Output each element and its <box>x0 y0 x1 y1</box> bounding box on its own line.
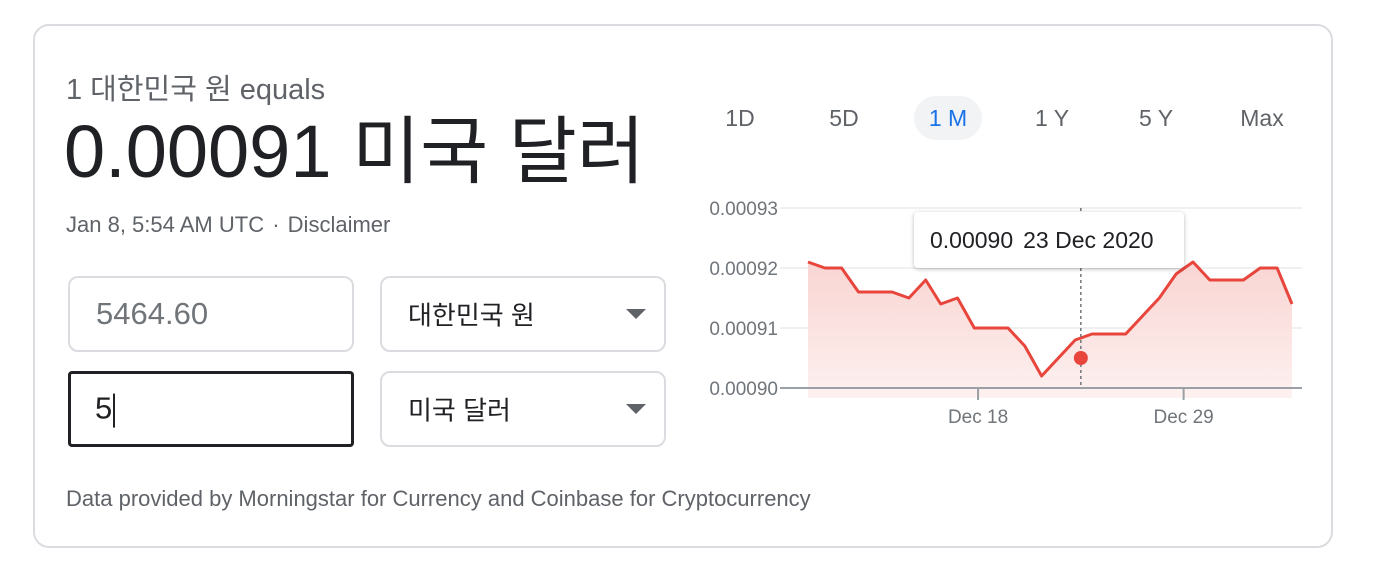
disclaimer-link[interactable]: Disclaimer <box>287 212 391 237</box>
separator: · <box>272 212 280 237</box>
y-tick-label: 0.00093 <box>709 199 778 220</box>
to-amount-value: 5 <box>95 390 116 428</box>
to-amount-input[interactable]: 5 <box>68 371 354 447</box>
to-currency-label: 미국 달러 <box>408 395 511 426</box>
range-tab-label: 1D <box>725 105 755 131</box>
to-amount-text: 5 <box>95 390 113 426</box>
range-tab-5d[interactable]: 5D <box>814 96 874 140</box>
range-tab-label: 5D <box>829 105 859 131</box>
chevron-down-icon <box>626 309 646 319</box>
result-value: 0.00091 <box>64 110 332 193</box>
range-tab-1m[interactable]: 1 M <box>914 96 982 140</box>
conversion-result: 0.00091 미국 달러 <box>64 108 645 197</box>
timestamp-line: Jan 8, 5:54 AM UTC · Disclaimer <box>66 212 390 238</box>
from-amount-input[interactable]: 5464.60 <box>68 276 354 352</box>
range-tab-label: Max <box>1240 105 1284 131</box>
range-tab-1d[interactable]: 1D <box>710 96 770 140</box>
chart-series-line <box>807 260 1294 378</box>
range-tab-max[interactable]: Max <box>1226 96 1298 140</box>
timestamp: Jan 8, 5:54 AM UTC <box>66 212 265 237</box>
hover-point <box>1073 351 1088 365</box>
from-currency-select[interactable]: 대한민국 원 <box>380 276 666 352</box>
conversion-label: 1 대한민국 원 equals <box>66 74 326 106</box>
x-tick-label: Dec 18 <box>948 407 1008 428</box>
chart-area-fill <box>808 262 1292 398</box>
from-amount-value: 5464.60 <box>96 296 209 331</box>
data-source-footer: Data provided by Morningstar for Currenc… <box>66 486 811 511</box>
range-tab-label: 1 Y <box>1034 105 1070 131</box>
x-tick-label: Dec 29 <box>1154 407 1214 428</box>
from-currency-label: 대한민국 원 <box>408 300 535 331</box>
tooltip-value: 0.00090 <box>930 227 1014 253</box>
y-tick-label: 0.00091 <box>709 319 778 340</box>
range-tab-label: 1 M <box>928 105 968 131</box>
y-tick-label: 0.00092 <box>709 259 778 280</box>
to-currency-select[interactable]: 미국 달러 <box>380 371 666 447</box>
result-currency: 미국 달러 <box>352 110 645 193</box>
range-tab-1y[interactable]: 1 Y <box>1020 96 1084 140</box>
chevron-down-icon <box>626 404 646 414</box>
range-tab-label: 5 Y <box>1138 105 1174 131</box>
text-caret <box>113 393 116 428</box>
tooltip-date: 23 Dec 2020 <box>1023 227 1154 253</box>
range-tab-5y[interactable]: 5 Y <box>1124 96 1188 140</box>
y-tick-label: 0.00090 <box>709 379 778 400</box>
chart-tooltip: 0.00090 23 Dec 2020 <box>914 212 1184 268</box>
